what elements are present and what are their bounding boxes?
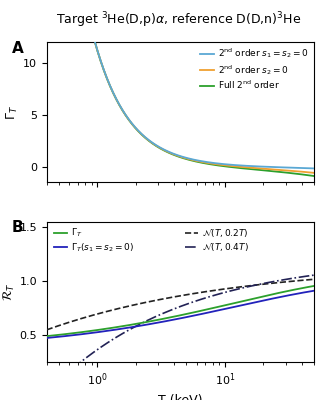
Legend: 2$^{\mathrm{nd}}$ order $s_1 = s_2 = 0$, 2$^{\mathrm{nd}}$ order $s_2 = 0$, Full: 2$^{\mathrm{nd}}$ order $s_1 = s_2 = 0$,… xyxy=(200,46,309,91)
X-axis label: T (keV): T (keV) xyxy=(158,394,203,400)
Y-axis label: $\Gamma_T$: $\Gamma_T$ xyxy=(5,105,20,120)
Text: A: A xyxy=(12,40,24,56)
Text: B: B xyxy=(12,220,24,235)
Legend: $\mathcal{N}(T,0.2T)$, $\mathcal{N}(T,0.4T)$: $\mathcal{N}(T,0.2T)$, $\mathcal{N}(T,0.… xyxy=(185,227,249,253)
Text: Target $^{3}$He(D,p)$\alpha$, reference D(D,n)$^{3}$He: Target $^{3}$He(D,p)$\alpha$, reference … xyxy=(56,10,301,30)
Y-axis label: $\mathcal{R}_T$: $\mathcal{R}_T$ xyxy=(2,282,16,301)
